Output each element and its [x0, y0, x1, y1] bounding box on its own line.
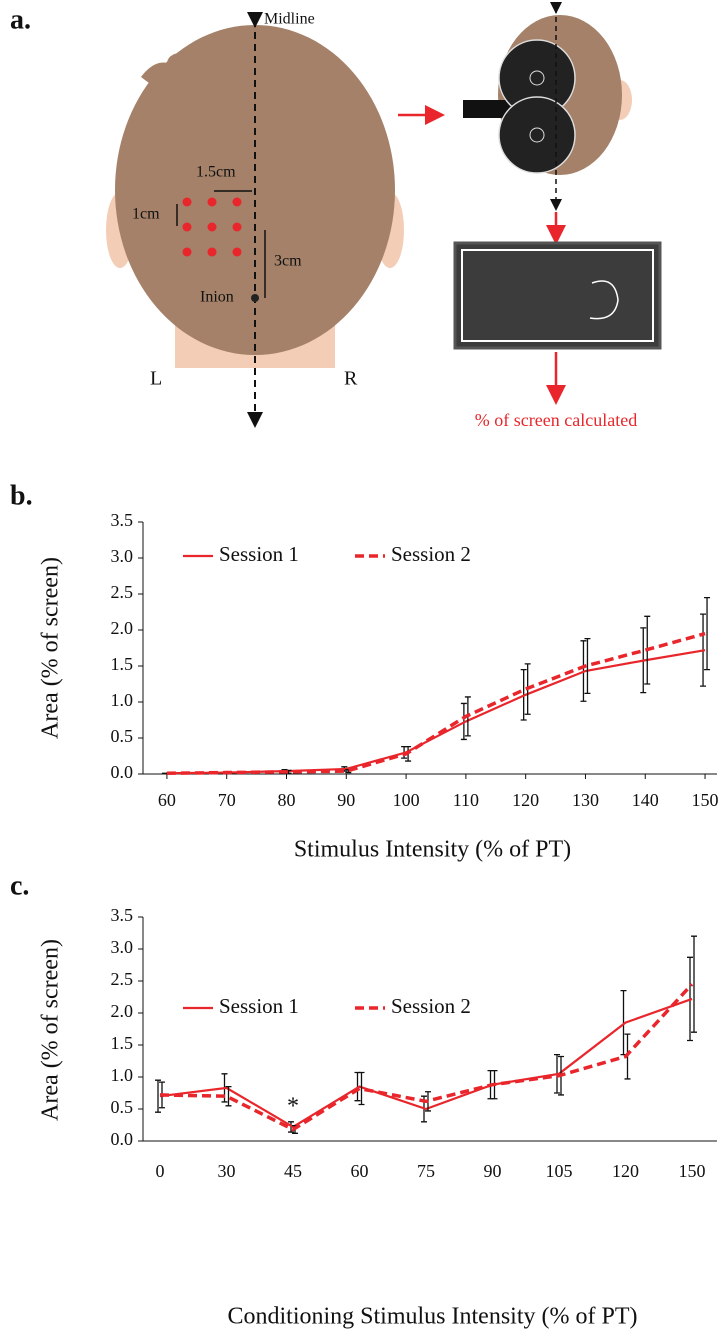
x-tick-label: 90 [484, 1161, 502, 1181]
x-tick-label: 80 [278, 790, 296, 810]
legend-label: Session 2 [391, 994, 471, 1018]
y-tick-label: 0.0 [111, 762, 134, 782]
y-tick-label: 0.5 [111, 1097, 134, 1117]
series-line [159, 983, 694, 1132]
y-tick-label: 1.0 [111, 690, 134, 710]
y-tick-label: 1.0 [111, 1065, 134, 1085]
legend-label: Session 1 [219, 994, 299, 1018]
panel-label: b. [10, 480, 33, 511]
panel-label: a. [10, 4, 31, 35]
y-tick-label: 3.5 [111, 510, 134, 530]
diagram-label: L [150, 368, 162, 390]
error-bar [704, 596, 711, 671]
y-tick-label: 2.5 [111, 582, 134, 602]
panel-label: c. [10, 870, 29, 901]
series-line [166, 631, 706, 776]
head-diagram: 1.5cm 1cm 3cm Inion Midline L R [106, 11, 404, 428]
series-line [159, 997, 693, 1129]
y-tick-label: 3.0 [111, 937, 134, 957]
y-tick-label: 0.5 [111, 726, 134, 746]
x-tick-label: 110 [453, 790, 479, 810]
y-tick-label: 1.5 [111, 654, 134, 674]
x-tick-label: 130 [572, 790, 599, 810]
x-tick-label: 150 [692, 790, 719, 810]
annotation: * [287, 1093, 299, 1119]
legend-label: Session 2 [391, 542, 471, 566]
y-tick-label: 2.0 [111, 618, 134, 638]
x-tick-label: 75 [417, 1161, 435, 1181]
x-tick-label: 0 [156, 1161, 165, 1181]
y-tick-label: 3.0 [111, 546, 134, 566]
y-tick-label: 2.0 [111, 1001, 134, 1021]
x-axis-title: Stimulus Intensity (% of PT) [294, 837, 571, 863]
coil-diagram: % of screen calculated [398, 2, 662, 430]
y-axis-title: Area (% of screen) [38, 939, 64, 1121]
x-tick-label: 70 [218, 790, 236, 810]
x-tick-label: 100 [393, 790, 420, 810]
diagram-label: 1cm [132, 206, 160, 223]
y-tick-label: 3.5 [111, 905, 134, 925]
x-tick-label: 60 [158, 790, 176, 810]
error-bar [358, 1071, 365, 1106]
y-axis-title: Area (% of screen) [38, 557, 64, 739]
x-tick-label: 140 [632, 790, 659, 810]
x-tick-label: 120 [512, 790, 539, 810]
diagram-label: 1.5cm [196, 164, 236, 181]
x-tick-label: 90 [337, 790, 355, 810]
x-tick-label: 45 [284, 1161, 302, 1181]
x-tick-label: 120 [612, 1161, 639, 1181]
x-axis-title: Conditioning Stimulus Intensity (% of PT… [227, 1304, 637, 1330]
x-tick-label: 30 [218, 1161, 236, 1181]
diagram-label: 3cm [274, 253, 302, 270]
diagram-label: Inion [200, 289, 234, 306]
y-tick-label: 1.5 [111, 1033, 134, 1053]
y-tick-label: 2.5 [111, 969, 134, 989]
x-tick-label: 60 [351, 1161, 369, 1181]
y-tick-label: 0.0 [111, 1129, 134, 1149]
legend-label: Session 1 [219, 542, 299, 566]
error-bar [584, 637, 591, 695]
diagram-label: Midline [264, 11, 315, 28]
error-bar [691, 935, 697, 1033]
error-bar [155, 1079, 161, 1113]
x-tick-label: 150 [679, 1161, 706, 1181]
x-tick-label: 105 [546, 1161, 573, 1181]
error-bar [225, 1085, 232, 1107]
diagram-label: R [344, 368, 358, 390]
diagram-label: % of screen calculated [475, 410, 637, 430]
series-line [166, 649, 706, 775]
